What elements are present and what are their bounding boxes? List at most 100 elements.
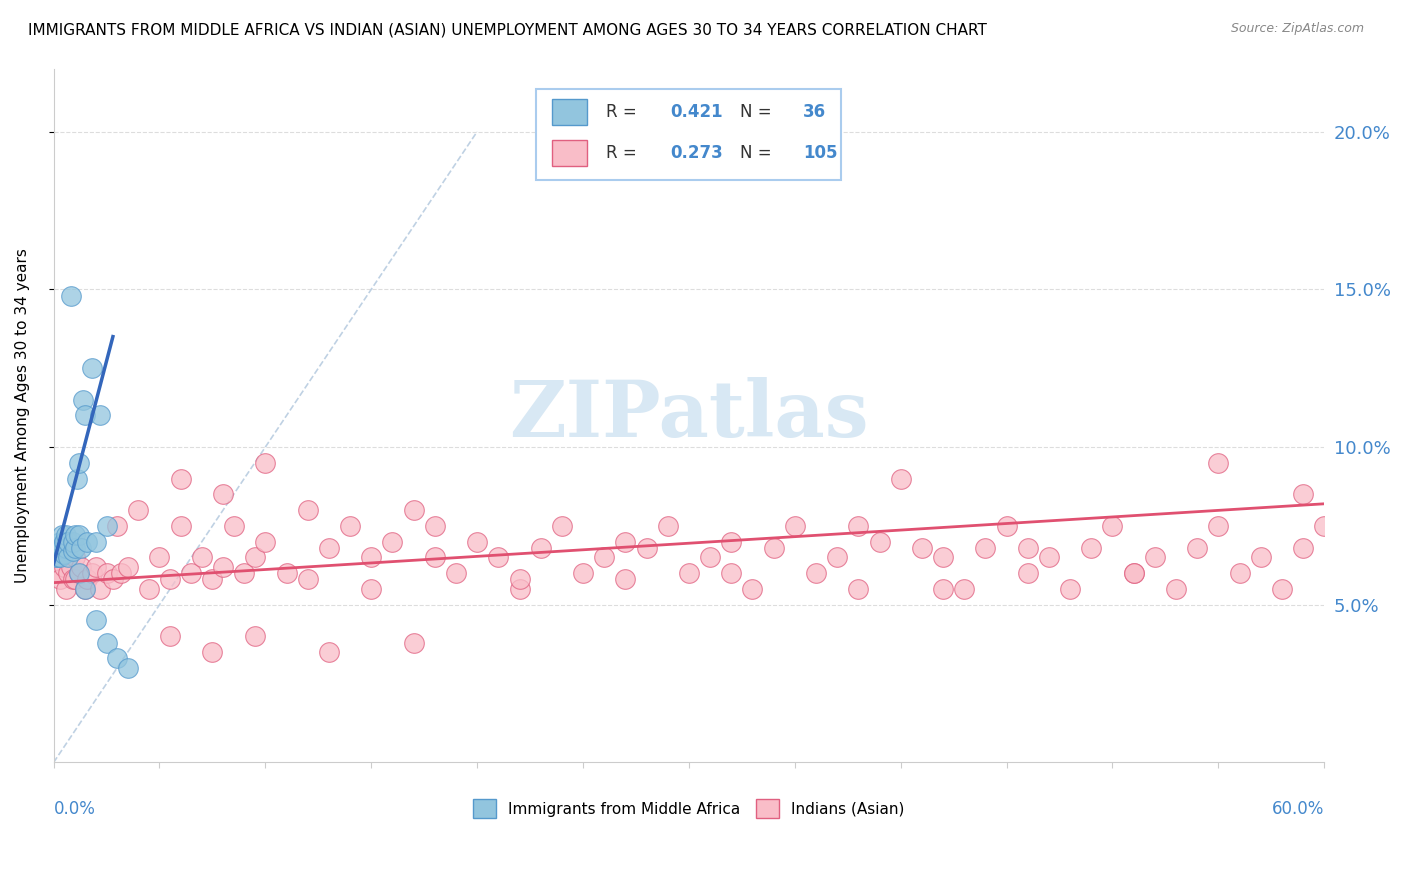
Point xyxy=(254,534,277,549)
Point xyxy=(1143,550,1166,565)
Point xyxy=(530,541,553,555)
Text: 36: 36 xyxy=(803,103,827,121)
Point xyxy=(45,550,67,565)
Point xyxy=(67,456,90,470)
Point xyxy=(96,519,118,533)
Point xyxy=(720,534,742,549)
Legend: Immigrants from Middle Africa, Indians (Asian): Immigrants from Middle Africa, Indians (… xyxy=(467,793,911,824)
Point xyxy=(953,582,976,596)
Point xyxy=(170,472,193,486)
Point xyxy=(84,614,107,628)
Point xyxy=(678,566,700,581)
Point xyxy=(848,519,870,533)
Point xyxy=(1017,566,1039,581)
Point xyxy=(76,534,98,549)
Point xyxy=(67,566,90,581)
Point xyxy=(49,573,72,587)
Point xyxy=(49,550,72,565)
Point xyxy=(804,566,827,581)
Point xyxy=(254,456,277,470)
Point xyxy=(89,409,111,423)
Point xyxy=(58,534,80,549)
Point xyxy=(593,550,616,565)
Point xyxy=(720,566,742,581)
Point xyxy=(76,573,98,587)
Point xyxy=(699,550,721,565)
Point xyxy=(1017,541,1039,555)
Point xyxy=(297,503,319,517)
Point xyxy=(63,541,86,555)
Point xyxy=(243,550,266,565)
Point xyxy=(486,550,509,565)
Text: 60.0%: 60.0% xyxy=(1272,800,1324,818)
Point xyxy=(59,288,82,302)
Point xyxy=(59,560,82,574)
Point xyxy=(62,544,84,558)
Text: N =: N = xyxy=(740,144,776,161)
Point xyxy=(212,487,235,501)
Text: R =: R = xyxy=(606,144,643,161)
Point xyxy=(825,550,848,565)
Point xyxy=(657,519,679,533)
Y-axis label: Unemployment Among Ages 30 to 34 years: Unemployment Among Ages 30 to 34 years xyxy=(15,248,30,582)
Point xyxy=(243,629,266,643)
Point xyxy=(318,645,340,659)
Point xyxy=(80,361,103,376)
Point xyxy=(49,544,72,558)
Point xyxy=(84,560,107,574)
Point xyxy=(1292,487,1315,501)
Point xyxy=(62,534,84,549)
Point xyxy=(96,566,118,581)
Bar xyxy=(551,140,588,166)
Point xyxy=(159,573,181,587)
Point xyxy=(360,582,382,596)
Text: R =: R = xyxy=(606,103,643,121)
Point xyxy=(51,541,73,555)
Point xyxy=(55,541,77,555)
Point xyxy=(402,635,425,649)
Point xyxy=(201,645,224,659)
Point xyxy=(84,534,107,549)
Point xyxy=(58,550,80,565)
Point xyxy=(72,392,94,407)
Point xyxy=(63,528,86,542)
Point xyxy=(127,503,149,517)
Point xyxy=(1208,456,1230,470)
Point xyxy=(105,519,128,533)
Point xyxy=(932,582,955,596)
Point xyxy=(170,519,193,533)
Point xyxy=(75,409,97,423)
Point xyxy=(1292,541,1315,555)
Point xyxy=(1313,519,1336,533)
Point xyxy=(1250,550,1272,565)
Text: 105: 105 xyxy=(803,144,838,161)
Point xyxy=(1059,582,1081,596)
Text: 0.421: 0.421 xyxy=(669,103,723,121)
Point xyxy=(70,560,93,574)
Point xyxy=(148,550,170,565)
Point xyxy=(551,519,574,533)
Point xyxy=(614,534,637,549)
Point xyxy=(117,560,139,574)
Point xyxy=(55,582,77,596)
Point xyxy=(75,582,97,596)
Point xyxy=(63,573,86,587)
Point xyxy=(1122,566,1144,581)
Point xyxy=(444,566,467,581)
Point xyxy=(191,550,214,565)
Point xyxy=(67,528,90,542)
Point xyxy=(75,582,97,596)
Point xyxy=(423,519,446,533)
Point xyxy=(89,582,111,596)
Point xyxy=(1038,550,1060,565)
Text: IMMIGRANTS FROM MIDDLE AFRICA VS INDIAN (ASIAN) UNEMPLOYMENT AMONG AGES 30 TO 34: IMMIGRANTS FROM MIDDLE AFRICA VS INDIAN … xyxy=(28,22,987,37)
Point xyxy=(117,661,139,675)
Point xyxy=(402,503,425,517)
FancyBboxPatch shape xyxy=(537,89,841,179)
Point xyxy=(869,534,891,549)
Point xyxy=(45,550,67,565)
Point xyxy=(51,528,73,542)
Point xyxy=(96,635,118,649)
Point xyxy=(70,541,93,555)
Point xyxy=(80,566,103,581)
